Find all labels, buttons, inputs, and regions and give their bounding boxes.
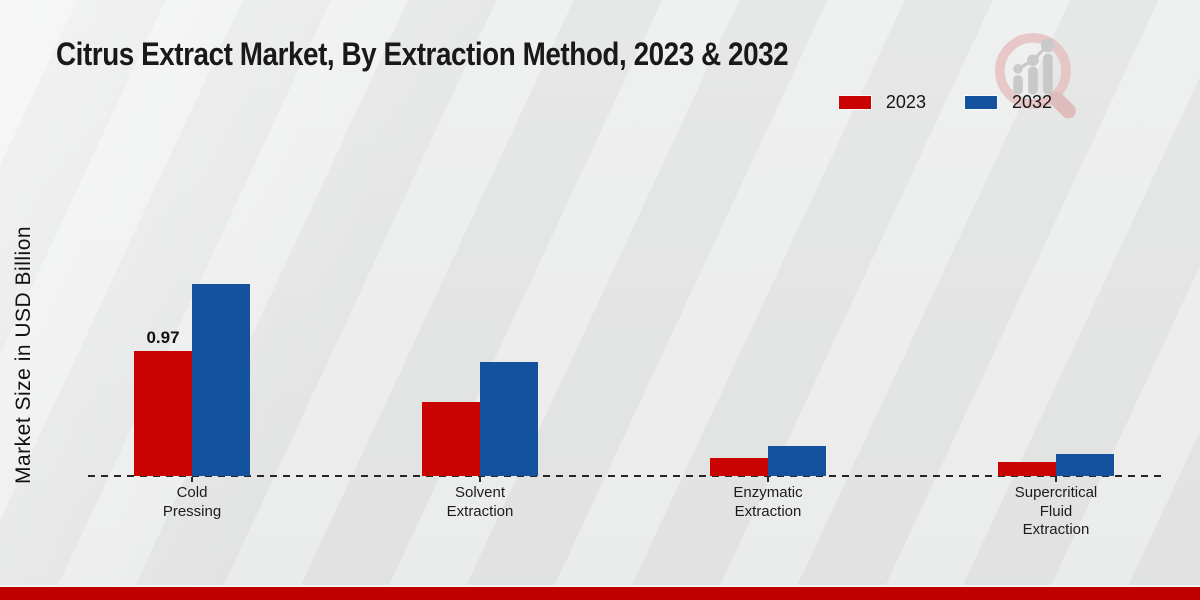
magnifier-bar-chart-logo-icon xyxy=(986,24,1082,120)
x-label-solvent-extraction: Solvent Extraction xyxy=(446,484,514,520)
bar-2023-enzymatic-extraction xyxy=(710,458,768,476)
legend-swatch-2032 xyxy=(963,95,998,110)
legend-item-2032: 2032 xyxy=(963,92,1052,113)
legend-item-2023: 2023 xyxy=(837,92,926,113)
legend-swatch-2023 xyxy=(837,95,872,110)
footer-stripe xyxy=(0,585,1200,600)
bar-2032-solvent-extraction xyxy=(480,362,538,476)
bar-2023-supercritical-fluid-extraction xyxy=(998,462,1056,476)
bar-2023-cold-pressing xyxy=(134,351,192,476)
legend-label-2032: 2032 xyxy=(1011,92,1052,112)
bar-2032-enzymatic-extraction xyxy=(768,446,826,476)
bar-2032-supercritical-fluid-extraction xyxy=(1056,454,1114,476)
x-label-cold-pressing: Cold Pressing xyxy=(162,484,222,520)
x-tick-solvent-extraction xyxy=(479,477,481,482)
legend-label-2023: 2023 xyxy=(885,92,926,112)
x-label-enzymatic-extraction: Enzymatic Extraction xyxy=(733,484,803,520)
x-tick-enzymatic-extraction xyxy=(767,477,769,482)
legend: 2023 2032 xyxy=(837,92,1052,113)
data-label-2023-cold-pressing: 0.97 xyxy=(146,328,180,347)
bar-2023-solvent-extraction xyxy=(422,402,480,476)
x-tick-supercritical-fluid-extraction xyxy=(1055,477,1057,482)
zero-baseline xyxy=(88,475,1165,477)
chart-title: Citrus Extract Market, By Extraction Met… xyxy=(56,36,789,72)
x-label-supercritical-fluid-extraction: Supercritical Fluid Extraction xyxy=(1014,484,1098,538)
bar-2032-cold-pressing xyxy=(192,284,250,476)
x-tick-cold-pressing xyxy=(191,477,193,482)
